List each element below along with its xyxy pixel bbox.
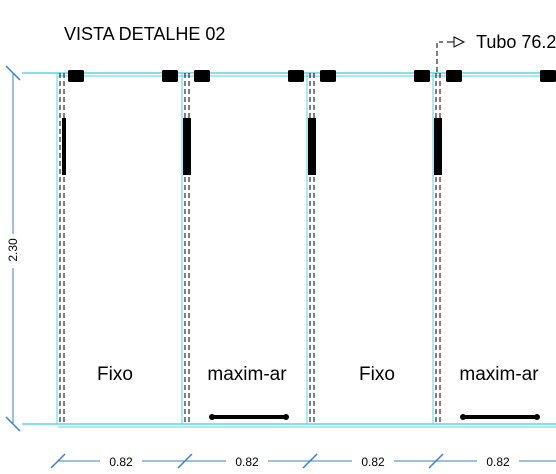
panel-label-3: Fixo [359,364,395,385]
anchor-block [288,70,304,82]
width-dimension-label-1: 0.82 [109,455,133,469]
anchor-block [446,70,462,82]
callout-arrowhead-icon [453,36,466,48]
anchor-block [320,70,336,82]
width-dimensions: 0.82 0.82 0.82 0.82 [50,453,556,469]
width-dimension-tick [50,453,66,469]
awning-handle-1 [209,414,289,420]
width-dimension-tick [302,453,318,469]
anchor-block [194,70,210,82]
width-dimension-label-4: 0.82 [486,455,510,469]
top-anchor-blocks [68,70,556,82]
panel-label-4: maxim-ar [459,364,539,385]
tube-callout: Tubo 76.2 [436,32,556,72]
anchor-block [162,70,178,82]
width-dimension-label-3: 0.82 [361,455,385,469]
width-dimension-label-2: 0.82 [235,455,259,469]
vertical-seals [62,118,442,175]
awning-handle-2 [460,414,540,420]
panel-labels: Fixo maxim-ar Fixo maxim-ar [97,364,539,385]
height-dimension: 2.30 [5,65,21,432]
anchor-block [68,70,84,82]
panel-label-2: maxim-ar [207,364,287,385]
callout-leader [436,41,443,72]
width-dimension-tick [177,453,193,469]
callout-label: Tubo 76.2 [476,32,556,52]
height-dimension-tick-bottom [5,416,21,432]
awning-handles [209,414,540,420]
anchor-block [540,70,556,82]
panel-label-1: Fixo [97,364,133,385]
height-dimension-label: 2.30 [6,238,20,262]
anchor-block [414,70,430,82]
drawing-title: VISTA DETALHE 02 [64,24,225,44]
height-dimension-tick-top [5,65,21,81]
width-dimension-tick [428,453,444,469]
